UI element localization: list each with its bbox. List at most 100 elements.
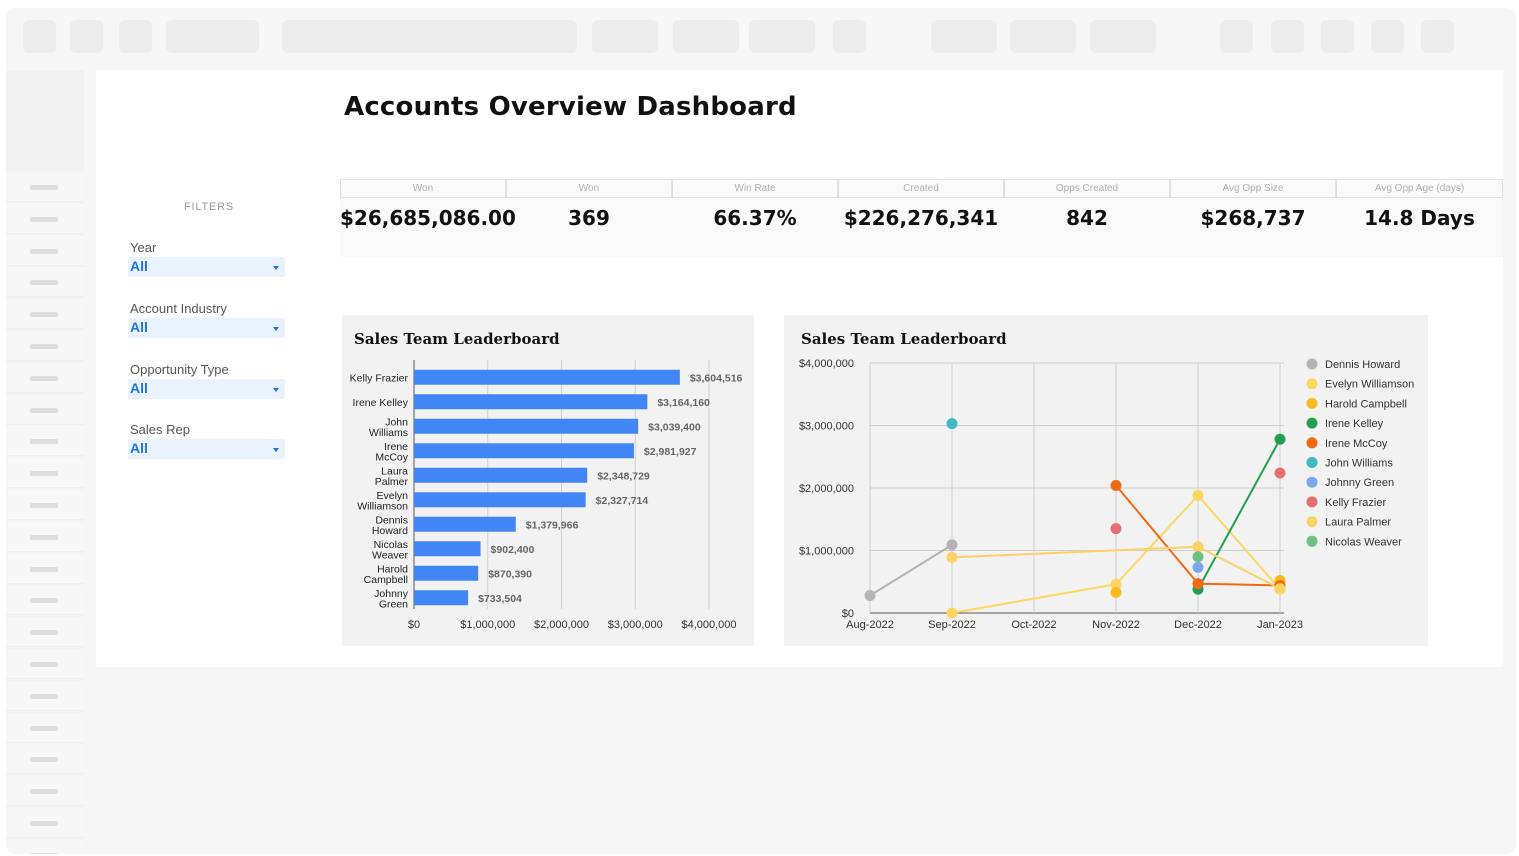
toolbar-button[interactable]	[119, 20, 152, 53]
sidebar-item[interactable]	[6, 712, 84, 743]
sidebar-item[interactable]	[6, 553, 84, 584]
sidebar-item[interactable]	[6, 331, 84, 361]
filter-year-label: Year	[130, 240, 157, 255]
toolbar-button[interactable]	[1220, 20, 1253, 53]
line-chart: $0 $1,000,000 $2,000,000 $3,000,000 $4,000,0…	[799, 358, 1414, 631]
toolbar-button[interactable]	[1321, 20, 1354, 53]
series-line	[951, 494, 1281, 614]
sidebar-item-placeholder	[30, 375, 58, 381]
legend-marker	[1306, 457, 1318, 468]
toolbar-button[interactable]	[833, 20, 866, 53]
sidebar-item[interactable]	[6, 299, 84, 330]
category-label: Campbell	[364, 574, 408, 586]
toolbar-button[interactable]	[931, 20, 997, 53]
data-label: $902,400	[491, 544, 535, 556]
data-point	[1274, 433, 1286, 445]
sidebar-item[interactable]	[6, 267, 84, 298]
toolbar-button[interactable]	[1090, 20, 1156, 53]
category-label: Howard	[372, 525, 408, 537]
sidebar-item[interactable]	[6, 521, 84, 552]
sidebar-item-placeholder	[30, 852, 58, 854]
data-point	[946, 551, 958, 563]
sidebar-item[interactable]	[6, 362, 84, 393]
sidebar-item[interactable]	[6, 839, 84, 854]
sidebar-item[interactable]	[6, 776, 84, 807]
line-chart-card: Sales Team Leaderboard $0 $1,000,000 $2,00…	[784, 315, 1428, 646]
toolbar-button[interactable]	[1371, 20, 1404, 53]
kpi-label: Win Rate	[672, 179, 838, 198]
toolbar-button[interactable]	[166, 20, 259, 53]
data-point	[1110, 586, 1122, 598]
sidebar-item-placeholder	[30, 216, 58, 222]
toolbar-button[interactable]	[1421, 20, 1454, 53]
sidebar-item-placeholder	[30, 630, 58, 636]
data-point	[946, 539, 958, 551]
sidebar-item[interactable]	[6, 203, 84, 234]
toolbar-button[interactable]	[1271, 20, 1304, 53]
sidebar-item[interactable]	[6, 808, 84, 838]
sidebar-item[interactable]	[6, 744, 84, 775]
toolbar-button[interactable]	[282, 20, 577, 53]
kpi-value: $26,685,086.00	[340, 206, 516, 230]
x-tick-label: Jan-2023	[1257, 619, 1303, 631]
x-tick-label: Aug-2022	[846, 619, 894, 631]
toolbar-button[interactable]	[1010, 20, 1076, 53]
toolbar-button[interactable]	[23, 20, 56, 53]
toolbar-button[interactable]	[749, 20, 815, 53]
kpi-label: Avg Opp Age (days)	[1336, 179, 1503, 198]
filter-opptype-select[interactable]: All	[128, 379, 285, 399]
sidebar-item[interactable]	[6, 235, 84, 266]
bar-chart-card: Sales Team Leaderboard $0 $1,000,000 $2,00…	[342, 315, 754, 646]
filter-salesrep-label: Sales Rep	[130, 422, 190, 437]
bar	[414, 369, 680, 385]
sidebar-item[interactable]	[6, 458, 84, 489]
x-tick-label: $2,000,000	[534, 619, 589, 631]
legend-marker	[1306, 535, 1318, 547]
series-line	[1197, 438, 1281, 590]
category-label: Palmer	[375, 476, 409, 488]
sidebar-item-placeholder	[30, 503, 58, 508]
x-tick-label: Sep-2022	[928, 619, 976, 631]
filter-industry-select[interactable]: All	[128, 318, 285, 338]
sidebar-item[interactable]	[6, 426, 84, 457]
sidebar-item-placeholder	[30, 789, 58, 795]
legend-label: Dennis Howard	[1325, 359, 1400, 371]
sidebar-item-placeholder	[30, 725, 58, 731]
legend-label: Irene Kelley	[1325, 418, 1384, 430]
toolbar-button[interactable]	[70, 20, 103, 53]
toolbar-button[interactable]	[592, 20, 658, 53]
kpi-value: $268,737	[1200, 206, 1306, 230]
sidebar-item[interactable]	[6, 490, 84, 520]
category-label: McCoy	[375, 451, 408, 463]
category-label: Johnny	[374, 588, 409, 600]
sidebar-item[interactable]	[6, 172, 84, 202]
data-point	[1110, 578, 1122, 590]
sidebar-item[interactable]	[6, 649, 84, 679]
sidebar-item[interactable]	[6, 617, 84, 648]
legend-marker	[1306, 358, 1318, 370]
sidebar-item[interactable]	[6, 680, 84, 711]
category-label: Dennis	[375, 514, 408, 526]
sidebar-item[interactable]	[6, 394, 84, 425]
bar-chart-title: Sales Team Leaderboard	[354, 330, 560, 348]
y-tick-label: $4,000,000	[799, 358, 854, 370]
sidebar-item-placeholder	[30, 185, 58, 190]
filter-salesrep-select[interactable]: All	[128, 439, 285, 459]
toolbar-button[interactable]	[673, 20, 739, 53]
data-point	[946, 418, 958, 430]
chevron-down-icon	[273, 388, 279, 392]
kpi-label: Created	[838, 179, 1004, 198]
bar	[414, 516, 516, 532]
category-label: Laura	[381, 465, 408, 477]
filter-year-select[interactable]: All	[128, 257, 285, 277]
bar	[414, 418, 639, 434]
category-label: Weaver	[372, 549, 408, 561]
x-tick-label: $3,000,000	[608, 619, 663, 631]
data-label: $870,390	[488, 568, 532, 580]
legend-marker	[1306, 476, 1318, 488]
sidebar-item[interactable]	[6, 585, 84, 616]
data-label: $2,981,927	[644, 446, 697, 458]
x-tick-label: Oct-2022	[1011, 619, 1056, 631]
category-label: Kelly Frazier	[350, 372, 409, 384]
sidebar-item-placeholder	[30, 662, 58, 667]
